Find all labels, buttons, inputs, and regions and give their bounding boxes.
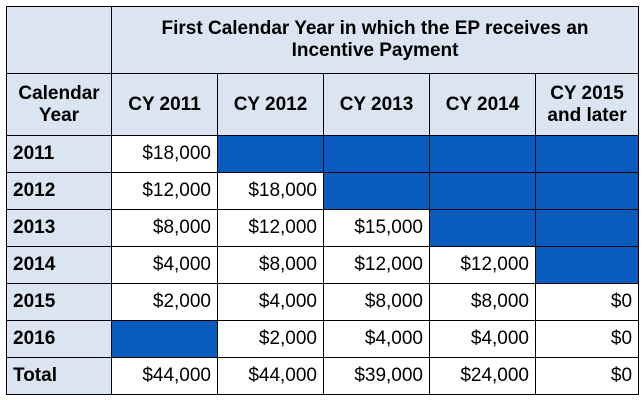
not-applicable-cell — [429, 135, 536, 173]
payment-cell: $18,000 — [217, 172, 324, 210]
table-title: First Calendar Year in which the EP rece… — [110, 6, 640, 74]
row-year-label: 2016 — [6, 320, 112, 358]
total-label: Total — [6, 357, 112, 395]
payment-cell: $12,000 — [111, 172, 218, 210]
payment-cell: $0 — [534, 283, 640, 321]
column-header-label: CY 2011 — [128, 93, 201, 115]
column-header-row: Calendar Year CY 2011 CY 2012 CY 2013 CY… — [6, 73, 640, 136]
row-year-label: 2011 — [6, 135, 112, 173]
total-cell: $0 — [534, 357, 640, 395]
column-header-cy2012: CY 2012 — [217, 73, 324, 136]
table-body: 2011 $18,000 2012 $12,000 $18,000 2013 $8,000 $… — [6, 135, 640, 358]
column-header-cy2014: CY 2014 — [429, 73, 536, 136]
table-row: 2013 $8,000 $12,000 $15,000 — [6, 209, 640, 247]
payment-cell: $8,000 — [429, 283, 536, 321]
table-row: 2012 $12,000 $18,000 — [6, 172, 640, 210]
calendar-year-header-line1: Calendar — [18, 82, 100, 104]
table-title-line2: Incentive Payment — [291, 40, 459, 61]
row-year-label: 2015 — [6, 283, 112, 321]
not-applicable-cell — [217, 135, 324, 173]
column-header-cy2015-later: CY 2015 and later — [534, 73, 640, 136]
payment-cell: $4,000 — [323, 320, 430, 358]
column-header-label: CY 2012 — [233, 93, 308, 115]
payment-cell: $15,000 — [323, 209, 430, 247]
total-cell: $24,000 — [429, 357, 536, 395]
column-header-label: CY 2014 — [445, 93, 520, 115]
not-applicable-cell — [429, 172, 536, 210]
calendar-year-header: Calendar Year — [6, 73, 112, 136]
title-row: First Calendar Year in which the EP rece… — [6, 6, 640, 74]
corner-cell — [6, 6, 112, 74]
total-row: Total $44,000 $44,000 $39,000 $24,000 $0 — [6, 357, 640, 395]
total-cell: $44,000 — [217, 357, 324, 395]
incentive-payment-table: First Calendar Year in which the EP rece… — [6, 6, 640, 395]
column-header-label: CY 2013 — [339, 93, 414, 115]
not-applicable-cell — [111, 320, 218, 358]
payment-cell: $8,000 — [111, 209, 218, 247]
row-year-label: 2014 — [6, 246, 112, 284]
payment-cell: $4,000 — [217, 283, 324, 321]
column-header-cy2011: CY 2011 — [111, 73, 218, 136]
table-row: 2011 $18,000 — [6, 135, 640, 173]
payment-cell: $0 — [534, 320, 640, 358]
total-cell: $44,000 — [111, 357, 218, 395]
payment-cell: $4,000 — [429, 320, 536, 358]
table-row: 2016 $2,000 $4,000 $4,000 $0 — [6, 320, 640, 358]
table-row: 2014 $4,000 $8,000 $12,000 $12,000 — [6, 246, 640, 284]
not-applicable-cell — [534, 172, 640, 210]
column-header-cy2013: CY 2013 — [323, 73, 430, 136]
column-header-sublabel: and later — [547, 104, 627, 126]
payment-cell: $4,000 — [111, 246, 218, 284]
not-applicable-cell — [534, 209, 640, 247]
not-applicable-cell — [534, 246, 640, 284]
row-year-label: 2012 — [6, 172, 112, 210]
not-applicable-cell — [323, 172, 430, 210]
row-year-label: 2013 — [6, 209, 112, 247]
not-applicable-cell — [429, 209, 536, 247]
payment-cell: $2,000 — [111, 283, 218, 321]
payment-cell: $12,000 — [217, 209, 324, 247]
column-header-label: CY 2015 — [550, 82, 624, 104]
payment-cell: $18,000 — [111, 135, 218, 173]
payment-cell: $8,000 — [217, 246, 324, 284]
table-row: 2015 $2,000 $4,000 $8,000 $8,000 $0 — [6, 283, 640, 321]
payment-cell: $2,000 — [217, 320, 324, 358]
not-applicable-cell — [534, 135, 640, 173]
payment-cell: $12,000 — [323, 246, 430, 284]
payment-cell: $12,000 — [429, 246, 536, 284]
total-cell: $39,000 — [323, 357, 430, 395]
calendar-year-header-line2: Year — [38, 104, 80, 126]
not-applicable-cell — [323, 135, 430, 173]
payment-cell: $8,000 — [323, 283, 430, 321]
table-title-line1: First Calendar Year in which the EP rece… — [161, 18, 589, 39]
